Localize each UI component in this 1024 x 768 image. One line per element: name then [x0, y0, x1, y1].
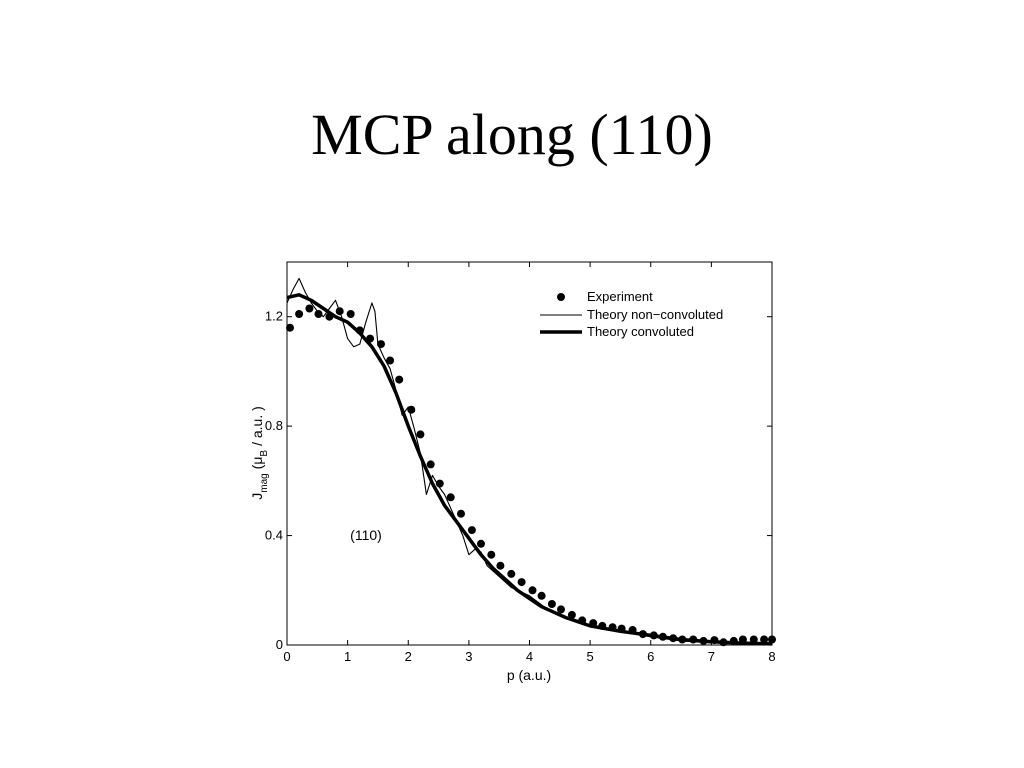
legend-marker-experiment [557, 293, 565, 301]
legend-label-theory-non-convoluted: Theory non−convoluted [587, 307, 723, 322]
data-point-experiment [598, 621, 607, 630]
data-point-experiment [507, 569, 516, 578]
data-point-experiment [649, 631, 658, 640]
data-point-experiment [760, 635, 769, 644]
data-point-experiment [325, 312, 334, 321]
data-point-experiment [628, 626, 637, 634]
y-label-rest-a: (μ [249, 457, 265, 470]
data-point-experiment [678, 635, 687, 644]
svg-text:Jmag(μB/ a.u. ): Jmag (μB / a.u. ) [249, 406, 270, 500]
data-point-experiment [366, 334, 375, 343]
y-label-sub: mag [259, 473, 270, 492]
slide-title: MCP along (110) [311, 102, 713, 167]
data-point-experiment [517, 578, 526, 587]
data-point-experiment [377, 340, 385, 349]
data-point-experiment [638, 630, 647, 639]
data-point-experiment [710, 636, 719, 645]
x-tick-label: 4 [526, 649, 533, 664]
data-point-experiment [557, 605, 565, 614]
data-point-experiment [407, 405, 416, 414]
data-point-experiment [719, 638, 728, 647]
y-tick-label: 0.4 [265, 528, 283, 543]
axis-ticks: 0 1 2 3 4 5 6 7 8 0 0.4 0.8 1.2 [265, 262, 776, 664]
x-tick-label: 3 [465, 649, 472, 664]
data-point-experiment [578, 616, 587, 625]
data-point-experiment [386, 356, 395, 365]
data-point-experiment [567, 610, 576, 619]
data-point-experiment [768, 635, 776, 644]
legend: Experiment Theory non−convoluted Theory … [540, 289, 723, 339]
data-point-experiment [729, 636, 738, 645]
data-point-experiment [426, 460, 435, 469]
chart-annotation: (110) [350, 527, 382, 543]
y-label-main: J [249, 493, 265, 500]
data-point-experiment [547, 600, 556, 608]
data-point-experiment [416, 430, 425, 439]
x-tick-label: 6 [647, 649, 654, 664]
data-point-experiment [286, 323, 294, 332]
x-tick-label: 5 [587, 649, 594, 664]
y-axis-label: Jmag (μB / a.u. ) [249, 406, 270, 500]
data-point-experiment [446, 493, 455, 502]
data-point-experiment [689, 635, 698, 644]
data-point-experiment [589, 619, 598, 628]
data-point-experiment [487, 550, 496, 559]
x-tick-label: 0 [283, 649, 290, 664]
data-point-experiment [738, 635, 747, 644]
data-point-experiment [305, 304, 314, 313]
data-point-experiment [395, 375, 404, 384]
data-point-experiment [355, 326, 364, 335]
data-point-experiment [467, 526, 476, 535]
data-point-experiment [477, 539, 485, 548]
data-point-experiment [608, 623, 617, 632]
y-tick-label: 0.8 [265, 418, 283, 433]
y-label-rest-b: / a.u. ) [249, 406, 265, 446]
x-tick-label: 2 [405, 649, 412, 664]
x-tick-label: 1 [344, 649, 351, 664]
data-point-experiment [314, 310, 323, 318]
series-line-theory-convoluted [286, 293, 773, 646]
y-label-sub2: B [259, 450, 270, 457]
x-tick-label: 7 [708, 649, 715, 664]
series-layer [286, 277, 776, 647]
data-point-experiment [749, 635, 758, 644]
data-point-experiment [457, 509, 465, 518]
data-point-experiment [537, 591, 546, 600]
data-point-experiment [528, 586, 537, 595]
y-tick-label: 0 [276, 637, 283, 652]
data-point-experiment [295, 310, 304, 318]
x-axis-label: p (a.u.) [507, 667, 551, 683]
y-tick-label: 1.2 [265, 309, 283, 324]
data-point-experiment [435, 479, 444, 488]
data-point-experiment [669, 634, 678, 643]
data-point-experiment [699, 636, 708, 645]
x-tick-label: 8 [768, 649, 775, 664]
data-point-experiment [496, 561, 505, 570]
legend-label-theory-convoluted: Theory convoluted [587, 324, 694, 339]
data-point-experiment [617, 624, 626, 633]
data-point-experiment [658, 632, 667, 641]
legend-label-experiment: Experiment [587, 289, 653, 304]
data-point-experiment [346, 310, 355, 318]
data-point-experiment [335, 307, 344, 316]
